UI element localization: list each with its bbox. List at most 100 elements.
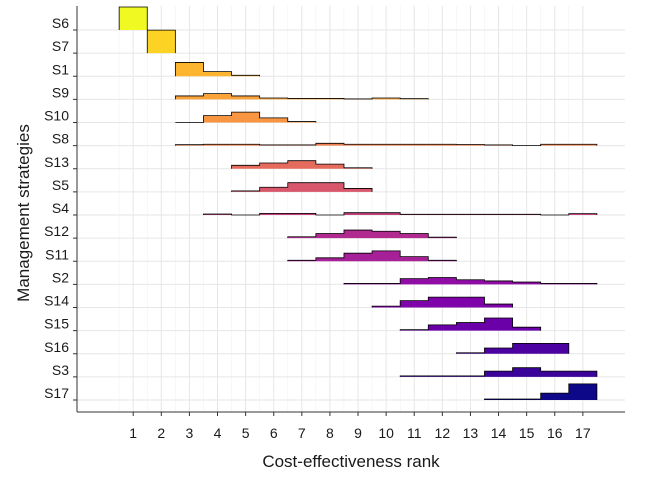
ridge-outline-s3 <box>399 367 598 377</box>
x-tick-label: 9 <box>354 425 362 441</box>
bin-s8-rank-13 <box>456 144 484 145</box>
bin-s9-rank-10 <box>372 98 400 99</box>
ridge-s8 <box>174 142 598 147</box>
y-tick-label-s14: S14 <box>44 293 69 309</box>
bin-s5-rank-7 <box>288 183 316 192</box>
x-tick-labels: 1 2 3 4 5 6 7 8 9 10 11 12 13 14 15 16 17 <box>129 412 591 441</box>
bin-s3-rank-15 <box>513 368 541 377</box>
bin-s11-rank-8 <box>316 258 344 261</box>
y-tick-label-s1: S1 <box>52 61 69 77</box>
bin-s8-rank-7 <box>288 145 316 146</box>
bin-s10-rank-6 <box>260 118 288 123</box>
ridge-fill-s9 <box>175 93 429 100</box>
bin-s9-rank-6 <box>260 98 288 99</box>
bin-s5-rank-8 <box>316 183 344 192</box>
x-tick-label: 1 <box>129 425 137 441</box>
bin-s17-rank-15 <box>513 399 541 400</box>
bin-s10-rank-4 <box>203 116 231 123</box>
ridge-outline-s10 <box>175 111 317 123</box>
bin-s9-rank-8 <box>316 98 344 99</box>
y-tick-label-s10: S10 <box>44 108 69 124</box>
bin-s16-rank-14 <box>484 348 512 354</box>
bin-s12-rank-12 <box>428 237 456 238</box>
y-tick-label-s2: S2 <box>52 269 69 285</box>
ridge-outline-s17 <box>484 383 598 400</box>
bin-s12-rank-11 <box>400 234 428 239</box>
ridges <box>118 6 598 400</box>
x-tick-label: 13 <box>463 425 479 441</box>
bin-s2-rank-13 <box>456 280 484 285</box>
bin-s16-rank-13 <box>456 353 484 354</box>
bin-s11-rank-10 <box>372 251 400 261</box>
x-tick-label: 15 <box>519 425 535 441</box>
bin-s13-rank-5 <box>232 165 260 168</box>
y-tick-label-s6: S6 <box>52 15 69 31</box>
y-tick-label-s17: S17 <box>44 385 69 401</box>
x-tick-label: 16 <box>547 425 563 441</box>
bin-s9-rank-5 <box>232 96 260 99</box>
ridge-fill-s15 <box>400 317 541 331</box>
y-tick-label-s5: S5 <box>52 177 69 193</box>
bin-s1-rank-5 <box>232 75 260 76</box>
bin-s2-rank-16 <box>541 283 569 284</box>
bin-s14-rank-12 <box>428 297 456 307</box>
x-tick-label: 5 <box>242 425 250 441</box>
bin-s10-rank-7 <box>288 122 316 123</box>
bin-s4-rank-10 <box>372 213 400 215</box>
bin-s4-rank-4 <box>203 214 231 215</box>
bin-s8-rank-11 <box>400 144 428 145</box>
bin-s8-rank-17 <box>569 144 597 145</box>
ridge-s14 <box>371 296 513 308</box>
bin-s8-rank-3 <box>175 145 203 146</box>
bin-s8-rank-9 <box>344 144 372 145</box>
ridge-outline-s4 <box>203 212 598 216</box>
bin-s15-rank-11 <box>400 330 428 331</box>
bin-s4-rank-7 <box>288 213 316 215</box>
bin-s4-rank-9 <box>344 213 372 215</box>
ridge-fill-s5 <box>231 182 373 192</box>
bin-s13-rank-9 <box>344 168 372 169</box>
ridge-s1 <box>174 62 261 77</box>
bin-s12-rank-9 <box>344 230 372 238</box>
ridge-s16 <box>455 343 570 354</box>
ridge-outline-s7 <box>146 29 176 54</box>
y-tick-label-s11: S11 <box>45 246 69 262</box>
bin-s8-rank-16 <box>541 144 569 145</box>
ridge-outline-s5 <box>231 182 373 192</box>
bin-s16-rank-15 <box>513 343 541 353</box>
x-axis-title: Cost-effectiveness rank <box>262 452 440 471</box>
bin-s14-rank-11 <box>400 301 428 308</box>
ridge-s4 <box>203 212 598 216</box>
bin-s15-rank-13 <box>456 323 484 331</box>
bin-s3-rank-11 <box>400 376 428 377</box>
bin-s3-rank-13 <box>456 376 484 377</box>
bin-s15-rank-14 <box>484 318 512 331</box>
bin-s6-rank-1 <box>119 7 147 30</box>
bin-s12-rank-10 <box>372 231 400 238</box>
x-tick-label: 7 <box>298 425 306 441</box>
ridge-s9 <box>174 93 429 100</box>
ridge-outline-s2 <box>343 277 598 285</box>
y-tick-label-s13: S13 <box>44 154 69 170</box>
bin-s14-rank-10 <box>372 306 400 307</box>
ridge-outline-s6 <box>118 6 148 30</box>
axes <box>76 6 625 413</box>
bin-s9-rank-7 <box>288 98 316 99</box>
x-tick-label: 10 <box>378 425 394 441</box>
bin-s11-rank-11 <box>400 257 428 262</box>
bin-s2-rank-12 <box>428 277 456 284</box>
ridge-outline-s13 <box>231 160 373 169</box>
ridge-s17 <box>484 383 598 400</box>
ridge-s13 <box>231 160 373 169</box>
ridge-outline-s14 <box>371 296 513 308</box>
x-tick-label: 14 <box>491 425 507 441</box>
bin-s15-rank-15 <box>513 327 541 330</box>
bin-s1-rank-3 <box>175 62 203 76</box>
bin-s4-rank-15 <box>513 214 541 215</box>
bin-s8-rank-8 <box>316 143 344 145</box>
bin-s17-rank-14 <box>484 399 512 400</box>
bin-s1-rank-4 <box>203 72 231 77</box>
bin-s5-rank-9 <box>344 188 372 191</box>
bin-s5-rank-5 <box>232 191 260 192</box>
bin-s9-rank-3 <box>175 96 203 99</box>
